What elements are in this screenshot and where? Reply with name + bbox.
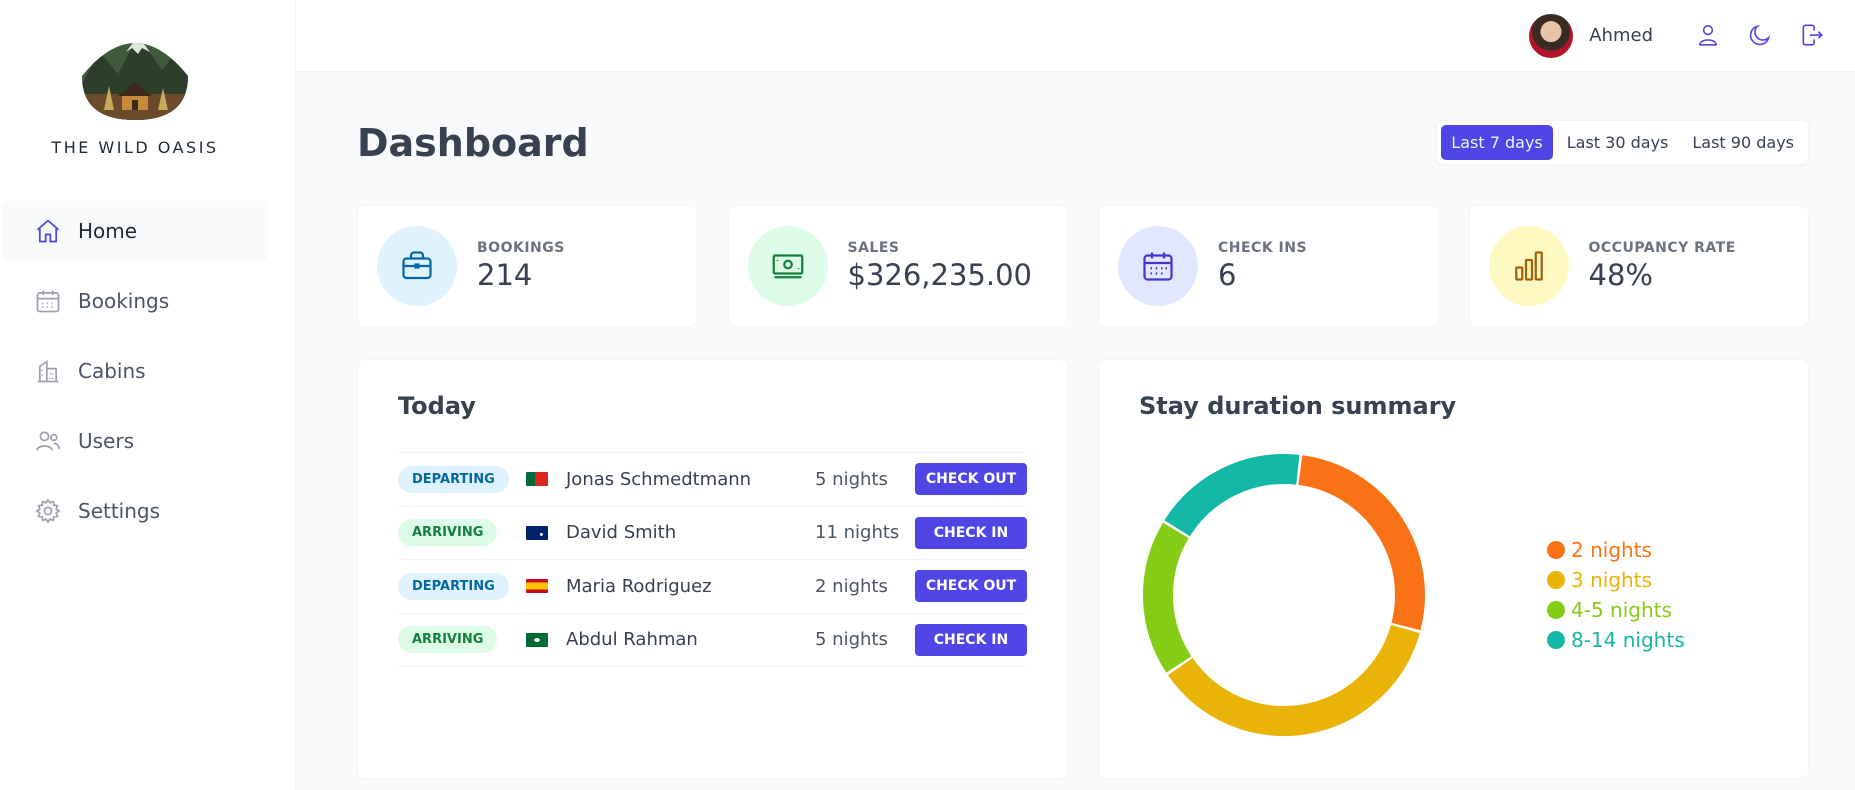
status-badge: Departing <box>398 572 509 600</box>
legend-item: 2 nights <box>1547 535 1685 565</box>
stat-title: Bookings <box>477 240 565 256</box>
portugal-flag <box>526 472 548 487</box>
legend-dot <box>1547 541 1565 559</box>
sidebar-item-home[interactable]: Home <box>2 201 268 261</box>
stay-duration-title: Stay duration summary <box>1139 392 1457 420</box>
calendar-icon <box>34 287 62 315</box>
logout-icon[interactable] <box>1799 22 1827 50</box>
legend-item: 3 nights <box>1547 565 1685 595</box>
nights-count: 2 nights <box>815 575 888 597</box>
top-header: Ahmed <box>296 0 1855 72</box>
spain-flag <box>526 579 548 594</box>
logo: THE WILD OASIS <box>0 30 270 157</box>
today-row: Arriving David Smith 11 nights CHECK IN <box>398 507 1027 560</box>
legend-item: 8-14 nights <box>1547 625 1685 655</box>
saudi-arabia-flag <box>526 632 548 647</box>
date-filter: Last 7 days Last 30 days Last 90 days <box>1436 120 1809 165</box>
check-in-button[interactable]: CHECK IN <box>915 623 1027 656</box>
building-icon <box>34 357 62 385</box>
legend-label: 3 nights <box>1571 568 1652 592</box>
status-badge: Departing <box>398 465 509 493</box>
user-name: Ahmed <box>1589 25 1653 46</box>
sidebar-item-label: Settings <box>78 499 161 523</box>
legend-item: 4-5 nights <box>1547 595 1685 625</box>
stat-title: Occupancy rate <box>1588 240 1736 256</box>
sidebar-item-bookings[interactable]: Bookings <box>2 271 268 331</box>
today-title: Today <box>398 392 476 420</box>
guest-name: Abdul Rahman <box>566 629 698 651</box>
legend-label: 8-14 nights <box>1571 628 1685 652</box>
status-badge: Arriving <box>398 626 498 654</box>
logo-icon <box>82 43 188 120</box>
filter-last-30-days-button[interactable]: Last 30 days <box>1557 125 1679 160</box>
banknotes-icon <box>747 226 828 306</box>
sidebar-item-cabins[interactable]: Cabins <box>2 341 268 401</box>
stat-value: 214 <box>477 258 533 292</box>
status-badge: Arriving <box>398 519 498 547</box>
gear-icon <box>34 497 62 525</box>
page-title: Dashboard <box>357 120 589 165</box>
users-icon <box>34 427 62 455</box>
moon-icon[interactable] <box>1747 22 1775 50</box>
guest-name: David Smith <box>566 522 677 544</box>
nights-count: 11 nights <box>815 522 900 544</box>
today-list: Departing Jonas Schmedtmann 5 nights CHE… <box>398 452 1027 667</box>
stat-sales: Sales $326,235.00 <box>727 205 1068 327</box>
stat-title: Sales <box>847 240 900 256</box>
legend-dot <box>1547 571 1565 589</box>
sidebar-item-label: Home <box>78 219 138 243</box>
sidebar-item-settings[interactable]: Settings <box>2 481 268 541</box>
home-icon <box>34 217 62 245</box>
nights-count: 5 nights <box>815 629 888 651</box>
chart-bar-icon <box>1488 226 1569 306</box>
briefcase-icon <box>377 226 457 306</box>
main-content: Dashboard Last 7 days Last 30 days Last … <box>296 72 1855 790</box>
calendar-days-icon <box>1118 226 1198 306</box>
filter-last-7-days-button[interactable]: Last 7 days <box>1441 125 1553 160</box>
stat-value: $326,235.00 <box>847 258 1033 292</box>
avatar <box>1529 13 1574 58</box>
today-row: Departing Jonas Schmedtmann 5 nights CHE… <box>398 453 1027 507</box>
stat-check-ins: Check ins 6 <box>1098 205 1439 327</box>
check-in-button[interactable]: CHECK IN <box>915 516 1027 549</box>
today-panel: Today Departing Jonas Schmedtmann 5 nigh… <box>357 359 1068 779</box>
brand-name: THE WILD OASIS <box>51 138 219 157</box>
nights-count: 5 nights <box>815 468 888 490</box>
legend-dot <box>1547 631 1565 649</box>
stay-duration-donut <box>1143 454 1425 736</box>
filter-last-90-days-button[interactable]: Last 90 days <box>1682 125 1804 160</box>
sidebar-nav: Home Bookings Cabins Users Settings <box>0 201 268 541</box>
donut-slice-2-nights <box>1298 455 1425 631</box>
guest-name: Maria Rodriguez <box>566 575 712 597</box>
stats-row: Bookings 214 Sales $326,235.00 Check ins… <box>357 205 1809 327</box>
legend-label: 2 nights <box>1571 538 1652 562</box>
today-row: Arriving Abdul Rahman 5 nights CHECK IN <box>398 614 1027 667</box>
chart-legend: 2 nights 3 nights 4-5 nights 8-14 nights <box>1547 535 1685 655</box>
user-icon[interactable] <box>1695 22 1723 50</box>
legend-dot <box>1547 601 1565 619</box>
stat-value: 48% <box>1588 258 1653 292</box>
australia-flag <box>526 525 548 540</box>
donut-slice-3-nights <box>1167 624 1420 736</box>
stat-title: Check ins <box>1218 240 1308 256</box>
sidebar: THE WILD OASIS Home Bookings Cabins User… <box>0 0 296 790</box>
guest-name: Jonas Schmedtmann <box>566 468 752 490</box>
donut-slice-8-14-nights <box>1164 454 1300 537</box>
sidebar-item-users[interactable]: Users <box>2 411 268 471</box>
check-out-button[interactable]: CHECK OUT <box>915 463 1027 496</box>
check-out-button[interactable]: CHECK OUT <box>915 570 1027 603</box>
stay-duration-panel: Stay duration summary 2 nights 3 nights 4-… <box>1098 359 1809 779</box>
user-info: Ahmed <box>1529 13 1653 58</box>
sidebar-item-label: Bookings <box>78 289 170 313</box>
sidebar-item-label: Users <box>78 429 135 453</box>
today-row: Departing Maria Rodriguez 2 nights CHECK… <box>398 560 1027 614</box>
sidebar-item-label: Cabins <box>78 359 146 383</box>
stat-bookings: Bookings 214 <box>357 205 698 327</box>
stat-value: 6 <box>1218 258 1237 292</box>
donut-slice-4-5-nights <box>1143 522 1192 673</box>
legend-label: 4-5 nights <box>1571 598 1672 622</box>
stat-occupancy-rate: Occupancy rate 48% <box>1468 205 1809 327</box>
